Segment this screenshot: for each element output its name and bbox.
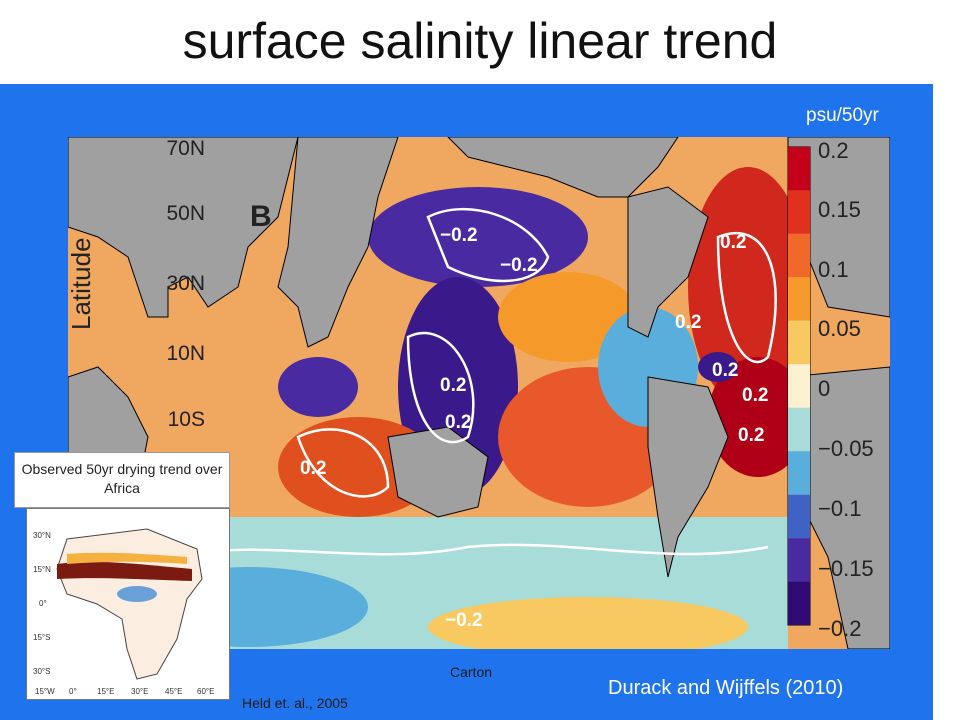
citation-carton: Carton [450,664,493,680]
inset-lon-tick: 0° [69,687,77,696]
contour-label: 0.2 [300,458,327,479]
colorbar-cell [788,233,810,278]
indian-ocean-fresh [278,357,358,417]
north-america-land [627,186,709,338]
australia-land [387,426,489,518]
contour-label: 0.2 [712,360,739,381]
colorbar-cell [788,147,810,191]
north-pole-land [447,137,679,198]
colorbar-cell [788,581,810,625]
inset-lat-tick: 15°N [33,565,51,574]
tropical-atlantic-salty [708,357,808,477]
inset-lat-tick: 30°N [33,531,51,540]
inset-lon-tick: 30°E [131,687,149,696]
north-pacific-salty [498,272,638,362]
colorbar-cell [788,407,810,452]
inset-lon-tick: 15°E [97,687,115,696]
south-yellow-patch [428,597,748,649]
asia-land [277,137,399,348]
contour-label: 0.2 [440,375,467,396]
colorbar-tick: 0.2 [818,138,849,163]
colorbar [788,147,810,625]
contour-line [716,231,777,364]
inset-caption: Observed 50yr drying trend over Africa [14,452,230,508]
inset-wet-patch [117,586,157,602]
north-pacific-fresh [368,187,588,287]
contour-line [406,331,475,444]
colorbar-cell [788,190,810,234]
contour-label: 0.2 [720,232,747,253]
colorbar-tick: 0.1 [818,257,849,282]
contour-label: 0.2 [445,412,472,433]
panel-letter: B [250,200,272,233]
citation-durack: Durack and Wijffels (2010) [608,677,844,699]
colorbar-cell [788,494,810,539]
caribbean-fresh [698,352,738,382]
lat-tick-50n: 50N [166,202,205,225]
citation-held: Held et. al., 2005 [242,695,348,711]
colorbar-cell [788,364,810,408]
lat-tick-10s: 10S [167,408,205,431]
colorbar-cell [788,320,810,365]
colorbar-cell [788,277,810,321]
contour-line [167,543,769,559]
contour-label: −0.2 [445,610,483,631]
contour-line [426,208,550,283]
inset-lon-tick: 60°E [197,687,215,696]
lat-tick-30n: 30N [166,272,205,295]
units-label: psu/50yr [806,105,879,126]
lat-tick-70n: 70N [166,137,205,160]
colorbar-cell [788,538,810,582]
colorbar-tick: −0.2 [818,616,862,641]
y-axis-label: Latitude [66,237,96,330]
colorbar-tick: 0.05 [818,316,861,341]
inset-lat-tick: 0° [39,599,47,608]
south-america-land [647,376,729,578]
lat-tick-10n: 10N [166,342,205,365]
colorbar-cell [788,451,810,495]
colorbar-tick: −0.1 [818,496,862,521]
colorbar-tick: 0.15 [818,197,861,222]
inset-lat-tick: 15°S [33,633,51,642]
colorbar-tick: −0.05 [818,436,874,461]
sahel-north-band [67,552,187,564]
slide-title: surface salinity linear trend [182,13,778,69]
contour-label: −0.2 [500,255,538,276]
north-atlantic-salty [688,167,808,407]
inset-lat-tick: 30°S [33,667,51,676]
africa-inset-map: 30°N 15°N 0° 15°S 30°S 15°W 0° 15°E 30°E… [26,508,230,700]
sahel-drying-band [57,561,192,581]
contour-label: −0.2 [440,225,478,246]
contour-label: 0.2 [675,312,702,333]
colorbar-tick: 0 [818,376,831,401]
colorbar-tick: −0.15 [818,556,874,581]
inset-lon-tick: 15°W [35,687,55,696]
contour-label: 0.2 [738,425,765,446]
contour-label: 0.2 [742,385,769,406]
inset-lon-tick: 45°E [165,687,183,696]
eurasia-land [68,137,299,318]
contour-line [296,428,390,498]
africa-inset-graphic [27,509,229,699]
